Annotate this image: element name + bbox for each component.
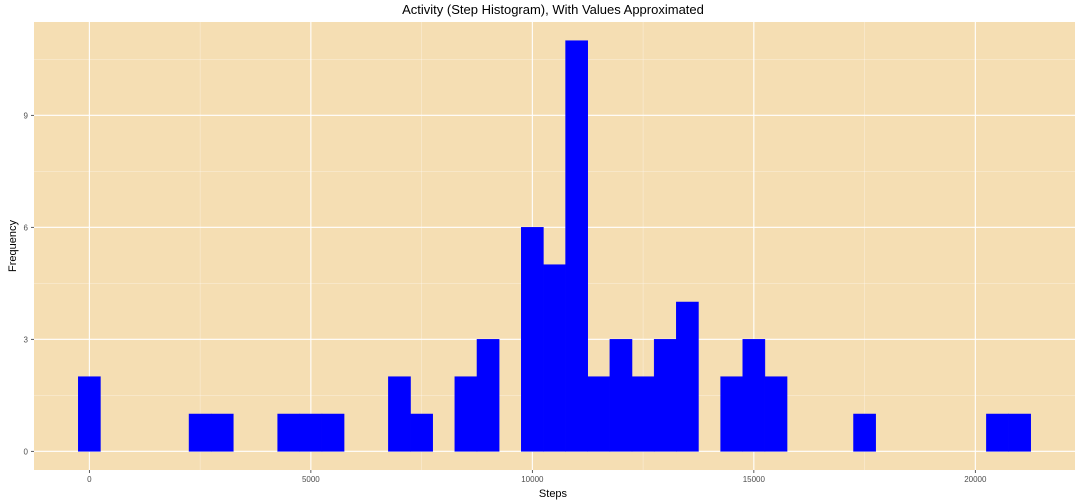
histogram-bar bbox=[676, 301, 699, 452]
histogram-bar bbox=[188, 413, 212, 452]
y-tick-label: 3 bbox=[24, 335, 29, 344]
y-tick-label: 0 bbox=[24, 447, 29, 456]
histogram-bar bbox=[388, 376, 411, 452]
x-tick-label: 5000 bbox=[302, 475, 320, 484]
histogram-bar bbox=[543, 264, 566, 452]
axis-ticks: 0 5000 10000 15000 20000 0 3 6 9 bbox=[24, 111, 987, 484]
x-axis-label: Steps bbox=[539, 488, 568, 500]
histogram-bar bbox=[742, 339, 766, 452]
histogram-bar bbox=[986, 413, 1009, 452]
y-axis-label: Frequency bbox=[7, 220, 19, 272]
x-tick-label: 15000 bbox=[743, 475, 766, 484]
histogram-bar bbox=[78, 376, 101, 452]
histogram-bar bbox=[587, 376, 611, 452]
histogram-bar bbox=[720, 376, 744, 452]
y-tick-label: 6 bbox=[24, 223, 29, 232]
histogram-bar bbox=[521, 227, 544, 452]
histogram-bar bbox=[565, 40, 588, 452]
x-tick-label: 10000 bbox=[521, 475, 544, 484]
chart-title: Activity (Step Histogram), With Values A… bbox=[402, 2, 704, 17]
histogram-bar bbox=[476, 339, 500, 452]
histogram-bar bbox=[653, 339, 677, 452]
histogram-bars bbox=[78, 40, 1031, 452]
histogram-bar bbox=[764, 376, 788, 452]
histogram-bar bbox=[853, 413, 876, 452]
y-tick-label: 9 bbox=[24, 111, 29, 120]
histogram-bar bbox=[321, 413, 345, 452]
histogram-bar bbox=[609, 339, 633, 452]
histogram-bar bbox=[410, 413, 433, 452]
x-tick-label: 0 bbox=[87, 475, 92, 484]
histogram-bar bbox=[1008, 413, 1031, 452]
histogram-bar bbox=[454, 376, 478, 452]
x-tick-label: 20000 bbox=[964, 475, 987, 484]
histogram-bar bbox=[277, 413, 301, 452]
histogram-bar bbox=[631, 376, 655, 452]
histogram-bar bbox=[299, 413, 323, 452]
histogram-bar bbox=[210, 413, 234, 452]
